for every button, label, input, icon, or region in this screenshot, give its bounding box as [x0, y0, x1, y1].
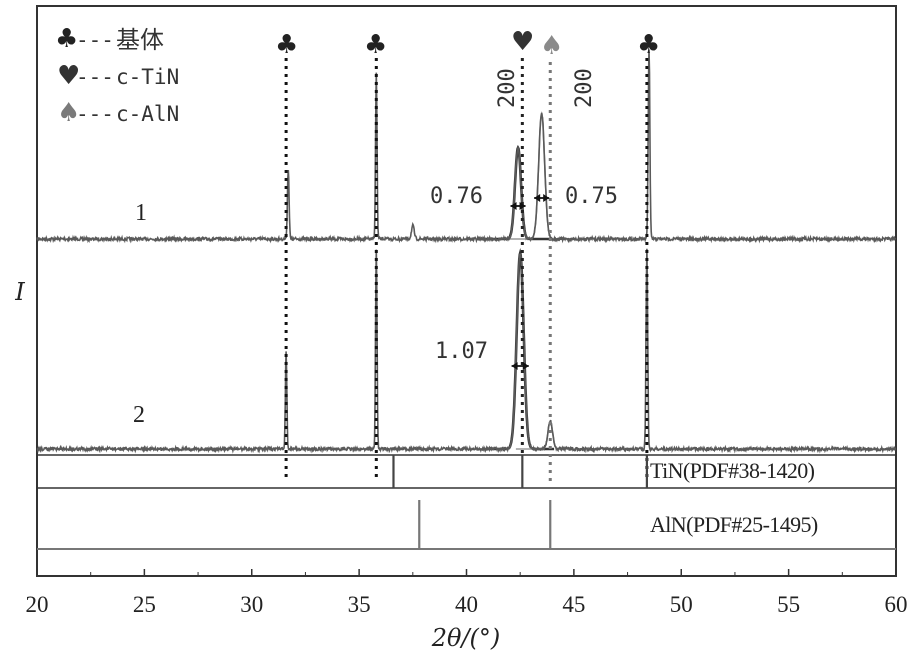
- peak-position-lines: [284, 58, 649, 485]
- legend-label-aln: c-AlN: [116, 102, 179, 126]
- ref-label-tin: TiN(PDF#38-1420): [650, 458, 815, 483]
- legend-club-icon: ♣: [55, 24, 78, 54]
- x-axis-title: 2θ/(°): [431, 624, 501, 652]
- fit-curves-pattern-1: [483, 111, 576, 241]
- fwhm-arrows: [510, 194, 550, 370]
- reference-stick-lines: [392, 455, 648, 549]
- fwhm-label-aln-1: 0.75: [565, 184, 618, 209]
- x-tick-label-45: 45: [562, 592, 585, 617]
- ref-label-aln: AlN(PDF#25-1495): [650, 512, 818, 537]
- peak-label-tin-200: 200: [495, 68, 520, 108]
- fit-envelope-1: [483, 144, 552, 241]
- pattern-label-1: 1: [135, 200, 147, 226]
- fwhm-arrow-tin-2-head-left: [511, 362, 518, 370]
- x-tick-label-60: 60: [885, 592, 908, 617]
- fwhm-label-tin-1: 0.76: [430, 184, 483, 209]
- club-icon: ♣: [364, 30, 387, 60]
- fwhm-arrow-tin-1-head-left: [510, 202, 517, 210]
- peak-label-aln-200: 200: [572, 68, 597, 108]
- x-axis-tick-labels: 20 25 30 35 40 45 50 55 60: [26, 592, 908, 617]
- club-icon: ♣: [275, 30, 298, 60]
- x-tick-label-25: 25: [133, 592, 156, 617]
- x-tick-label-30: 30: [240, 592, 263, 617]
- legend-spade-icon: ♠: [57, 98, 80, 128]
- plot-frame: [36, 5, 897, 577]
- xrd-pattern-1: [36, 49, 897, 244]
- x-tick-label-55: 55: [777, 592, 800, 617]
- pattern-label-2: 2: [133, 402, 145, 428]
- fit-curves-pattern-2: [485, 247, 585, 451]
- x-tick-label-20: 20: [26, 592, 49, 617]
- svg-text:---: ---: [76, 102, 114, 126]
- xrd-pattern-2: [36, 248, 897, 454]
- fwhm-label-tin-2: 1.07: [435, 339, 488, 364]
- x-tick-label-50: 50: [670, 592, 693, 617]
- heart-icon: ♥: [511, 27, 534, 57]
- spade-icon: ♠: [540, 31, 563, 61]
- fwhm-arrow-aln-1-head-right: [543, 194, 550, 202]
- y-axis-title: I: [14, 278, 25, 306]
- fit-aln-peak-1: [507, 111, 576, 240]
- legend-heart-icon: ♥: [57, 61, 80, 91]
- legend-label-tin: c-TiN: [116, 65, 179, 89]
- fit-tin-peak-2: [485, 247, 555, 451]
- svg-text:---: ---: [76, 65, 114, 89]
- club-icon: ♣: [637, 30, 660, 60]
- x-axis-ticks: [36, 569, 897, 576]
- legend-label-substrate: 基体: [116, 26, 164, 54]
- legend: ♣ --- 基体 ♥ --- c-TiN ♠ --- c-AlN: [55, 24, 179, 128]
- x-tick-label-35: 35: [348, 592, 371, 617]
- x-tick-label-40: 40: [455, 592, 478, 617]
- fwhm-arrow-tin-1-head-right: [519, 202, 526, 210]
- fwhm-arrow-aln-1-head-left: [534, 194, 541, 202]
- fit-tin-peak-1: [483, 146, 552, 240]
- svg-text:---: ---: [76, 28, 114, 52]
- fwhm-arrow-tin-2-head-right: [522, 362, 529, 370]
